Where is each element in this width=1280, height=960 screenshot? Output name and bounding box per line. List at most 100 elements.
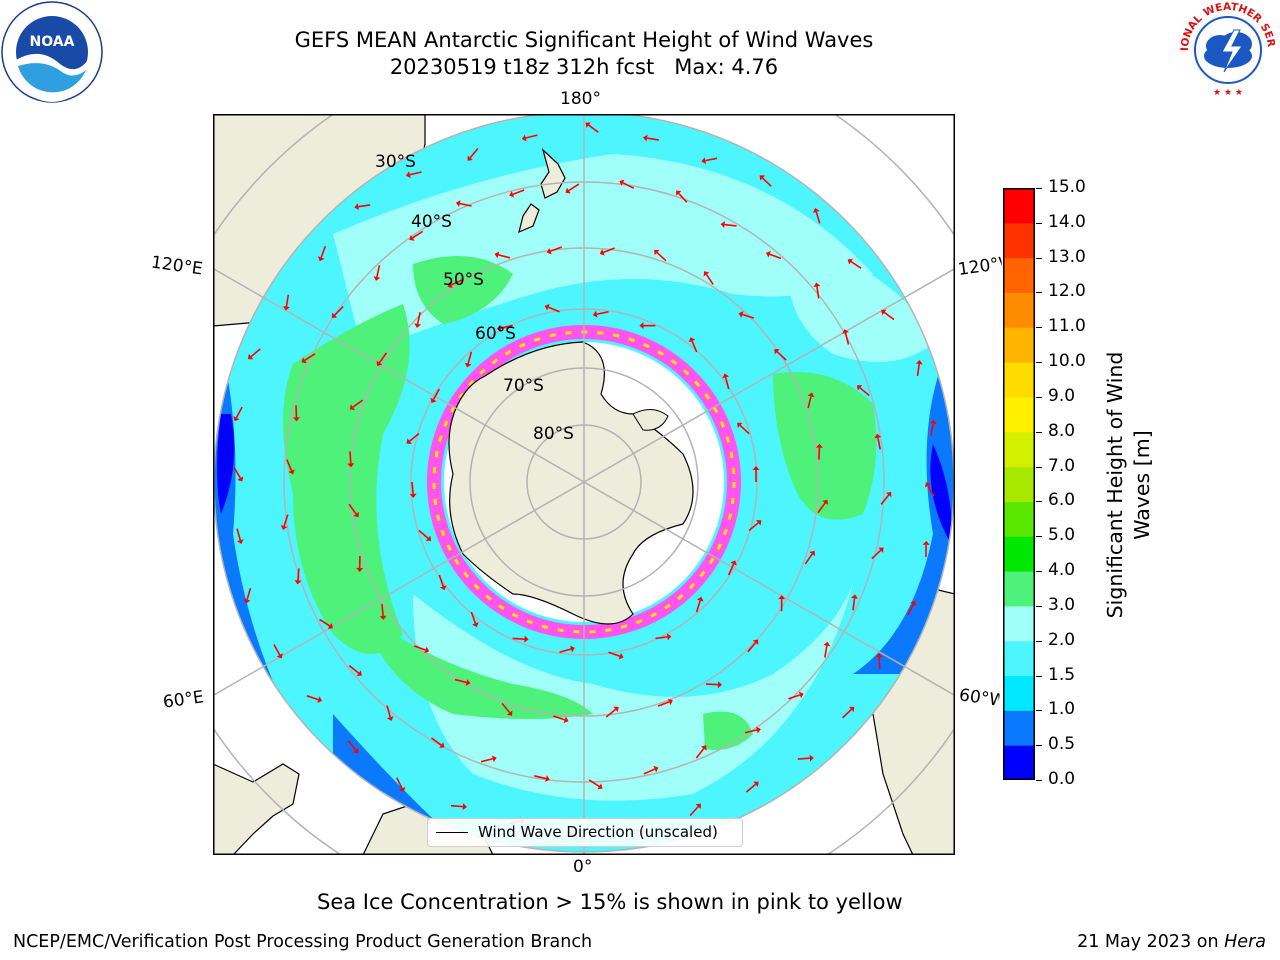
lat-label-70: 70°S [503,376,544,396]
noaa-logo: NOAA [0,0,104,104]
colorbar-tick-label: 7.0 [1048,455,1076,476]
lon-label-0: 0° [573,857,593,877]
wave-direction-arrow [413,645,426,651]
footer-right: 21 May 2023 on Hera [1077,932,1266,952]
wave-direction-arrowhead [409,234,415,241]
wave-direction-arrow [285,294,290,307]
wave-direction-arrow [273,644,281,656]
wave-direction-arrow [568,183,580,192]
wave-direction-arrow [883,311,895,321]
wave-direction-arrowhead [809,754,814,762]
wave-direction-arrowhead [546,247,552,255]
colorbar-tick-mark [1036,257,1042,259]
wave-direction-arrowhead [597,783,603,790]
wave-direction-arrowhead [798,691,804,699]
wave-direction-arrow [319,618,331,627]
wave-direction-arrowhead [563,716,569,724]
wave-direction-arrowhead [570,645,575,653]
wave-direction-arrow [378,352,388,364]
wave-direction-arrow [695,600,701,613]
wave-direction-arrow [689,806,699,817]
colorbar-tick-mark [1036,188,1042,189]
wave-direction-arrowhead [667,698,673,706]
colorbar-tick-label: 9.0 [1048,385,1076,406]
wave-direction-arrow [788,694,801,700]
wave-direction-arrow [807,396,812,409]
wave-direction-arrow [480,757,493,763]
wave-direction-arrow [469,147,479,159]
wave-direction-arrow [304,353,316,361]
wave-direction-arrow [724,223,737,227]
wave-direction-arrow [235,406,243,419]
wave-direction-arrow [501,702,511,714]
colorbar-tick-label: 4.0 [1048,560,1076,581]
wave-direction-arrow [907,604,914,616]
wave-direction-arrow [762,177,772,187]
wave-direction-arrow [550,246,563,252]
wave-direction-arrow [745,783,757,793]
wave-direction-arrowhead [406,438,412,444]
wave-direction-arrowhead [317,696,323,703]
wave-direction-arrowhead [881,309,887,316]
wave-direction-arrow [804,553,813,565]
wave-direction-arrow [470,611,477,624]
wave-direction-arrow [411,481,414,495]
wave-direction-arrowhead [352,748,359,754]
wave-direction-arrowhead [643,134,648,142]
wave-direction-arrowhead [237,476,244,482]
wave-direction-arrow [859,387,870,397]
wave-direction-arrowhead [922,540,930,545]
wave-direction-arrowhead [738,311,744,318]
colorbar-tick-label: 6.0 [1048,490,1076,511]
colorbar-tick-label: 5.0 [1048,525,1076,546]
wave-direction-arrow [603,247,615,254]
colorbar-tick-mark [1036,466,1042,468]
wave-direction-arrow [233,467,241,479]
wave-direction-arrowhead [386,716,394,722]
wave-direction-arrowhead [720,221,725,229]
colorbar-tick-label: 1.0 [1048,699,1076,720]
wave-patch-north [413,256,513,324]
wave-direction-arrowhead [752,466,760,470]
wave-direction-arrowhead [765,250,771,258]
lat-label-50: 50°S [443,270,484,290]
noaa-logo-text: NOAA [30,34,75,50]
colorbar-tick-mark [1036,362,1042,364]
wave-direction-arrow [412,230,424,239]
wave-direction-arrowhead [753,781,759,787]
wave-direction-arrowhead [233,416,240,422]
colorbar-segment [1003,222,1035,259]
wave-direction-arrowhead [915,360,923,365]
wave-direction-arrow [454,678,467,684]
wave-direction-arrowhead [494,251,500,259]
wave-direction-arrowhead [842,329,849,334]
wave-direction-arrow [283,514,289,527]
wave-direction-arrowhead [701,157,706,165]
wave-direction-arrowhead [405,171,411,179]
colorbar-segment [1003,466,1035,502]
wave-direction-arrow [817,502,826,514]
wave-direction-arrowhead [447,281,453,289]
wave-direction-arrowhead [545,775,550,782]
wave-direction-arrowhead [759,175,765,181]
colorbar-segment [1003,188,1035,224]
colorbar-segment [1003,257,1035,293]
wave-direction-arrow [467,351,473,364]
wave-direction-arrow [250,348,261,358]
wave-direction-arrowhead [752,639,759,645]
wave-direction-arrowhead [756,726,761,734]
wave-direction-arrow [559,648,572,654]
wave-direction-arrow [747,642,757,653]
wave-direction-arrowhead [292,417,300,422]
wave-direction-arrowhead [491,755,497,763]
colorbar-tick-mark [1036,501,1042,503]
polar-map: 30°S 40°S 50°S 60°S 70°S 80°S Wind Wave … [213,114,955,855]
wave-direction-arrow [691,340,698,353]
wave-direction-arrowhead [247,353,254,360]
wave-direction-arrowhead [737,422,743,429]
wave-direction-arrow [416,312,421,325]
wave-direction-arrowhead [924,482,932,488]
wave-direction-arrow [745,729,758,734]
wave-direction-arrow [656,251,667,262]
wave-direction-arrow [396,777,403,789]
